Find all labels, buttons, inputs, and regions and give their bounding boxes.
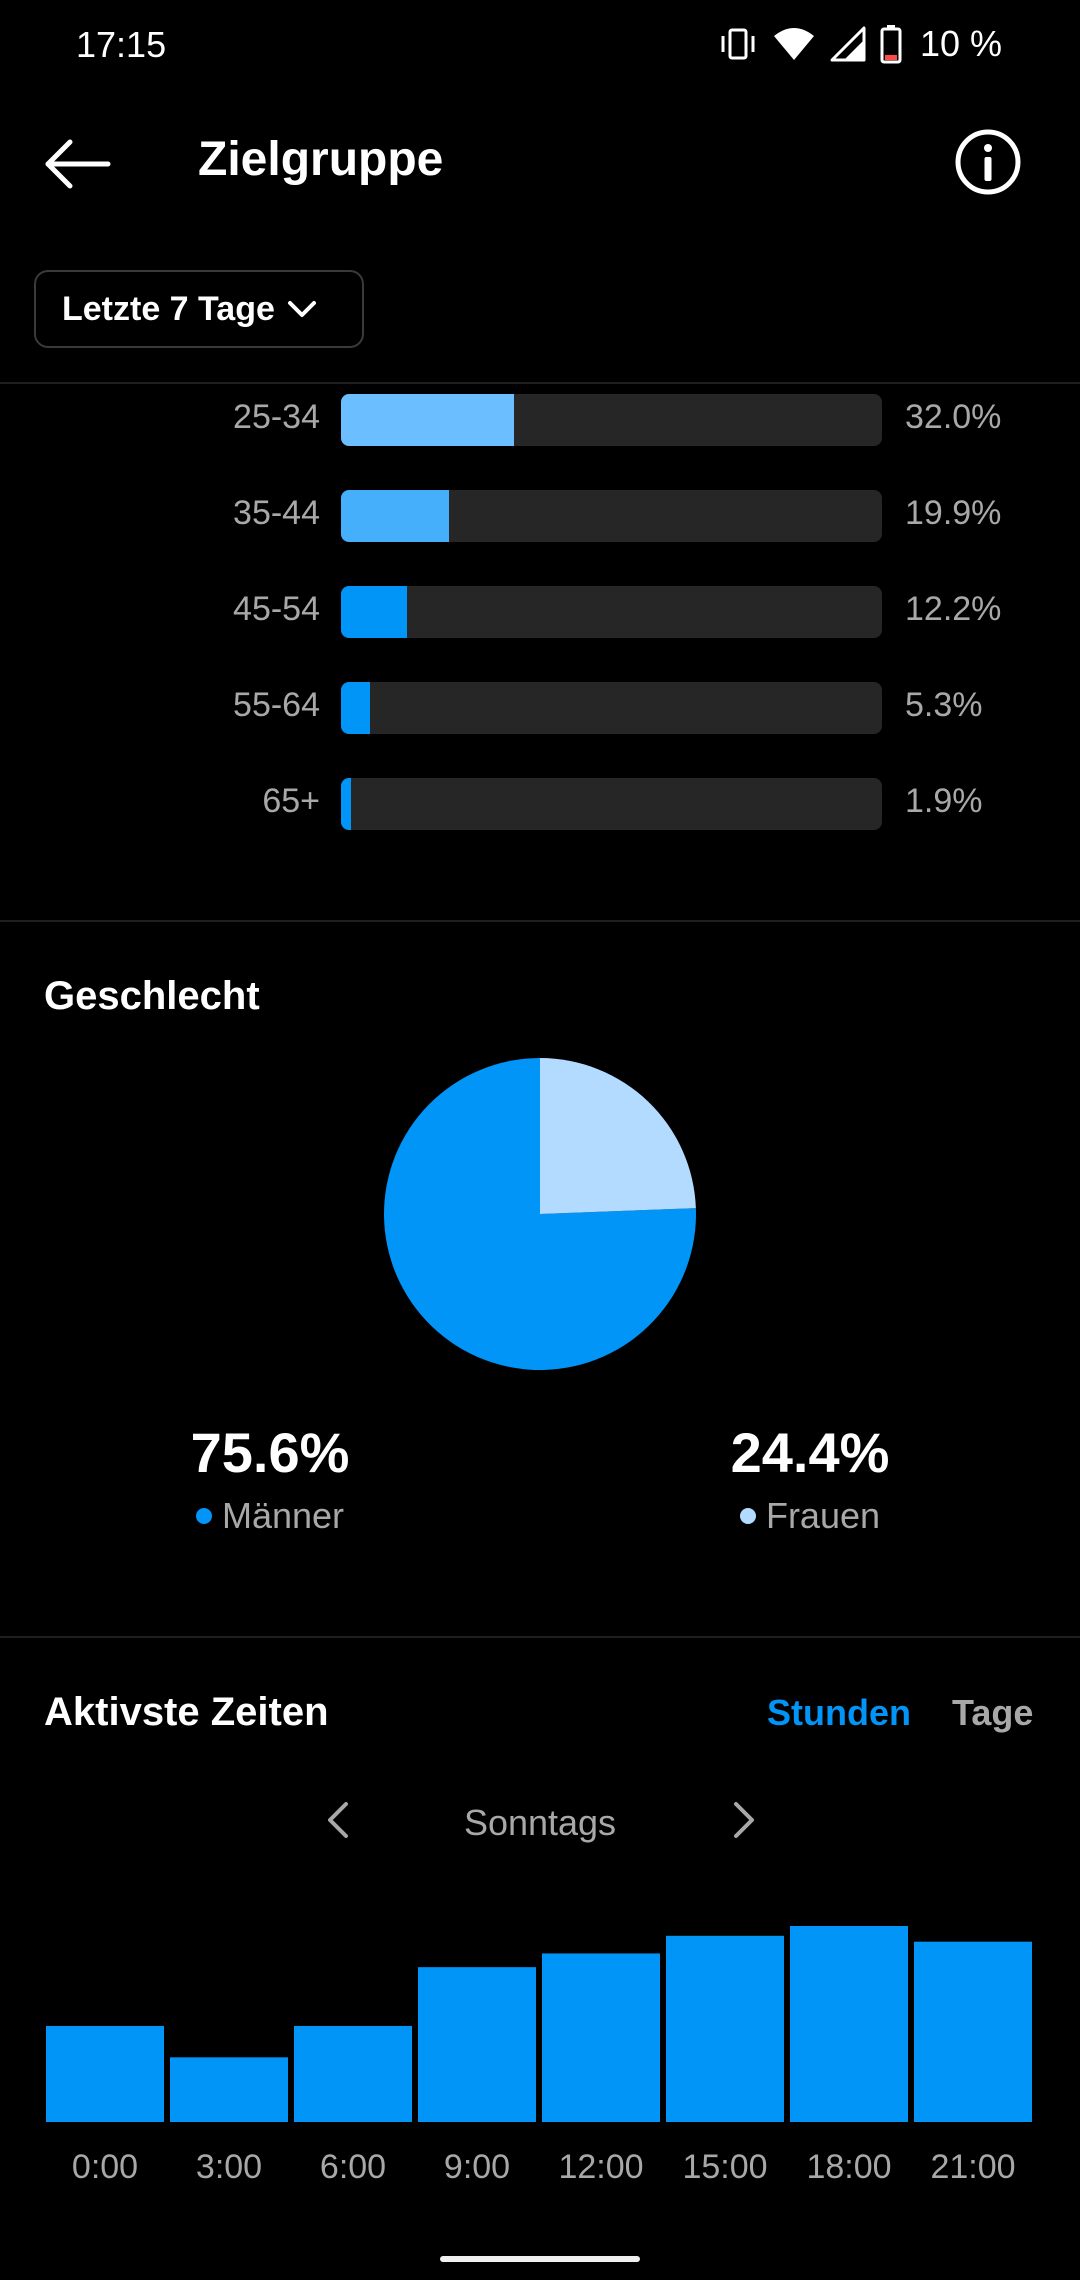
active-times-title: Aktivste Zeiten bbox=[44, 1690, 329, 1734]
hour-bar bbox=[294, 2025, 412, 2122]
hour-tick-label: 12:00 bbox=[558, 2148, 643, 2186]
age-bar-fill bbox=[341, 682, 370, 734]
date-range-dropdown[interactable]: Letzte 7 Tage bbox=[34, 270, 364, 348]
gender-section-title: Geschlecht bbox=[44, 974, 260, 1018]
age-bar-track bbox=[341, 586, 882, 638]
tab-days[interactable]: Tage bbox=[952, 1692, 1034, 1733]
pie-slice-women bbox=[540, 1058, 696, 1214]
chevron-down-icon bbox=[287, 301, 316, 317]
chevron-right-icon bbox=[734, 1802, 754, 1838]
age-percentage: 12.2% bbox=[905, 590, 1002, 628]
battery-icon bbox=[880, 25, 902, 64]
back-button[interactable] bbox=[38, 134, 118, 194]
active-hours-chart: 0:00 3:00 6:00 9:00 12:00 15:00 18:00 21:00 bbox=[0, 1900, 1080, 2200]
hour-tick-label: 21:00 bbox=[930, 2148, 1015, 2186]
divider bbox=[0, 382, 1080, 384]
hour-bar bbox=[666, 1935, 784, 2122]
age-row: 25-34 32.0% bbox=[0, 390, 1080, 446]
age-bar-fill bbox=[341, 586, 407, 638]
age-range-label: 45-54 bbox=[233, 590, 320, 628]
age-bar-track bbox=[341, 394, 882, 446]
app-header: Zielgruppe bbox=[0, 110, 1080, 210]
age-row: 35-44 19.9% bbox=[0, 486, 1080, 542]
men-label: Männer bbox=[221, 1495, 345, 1536]
day-label: Sonntags bbox=[463, 1802, 617, 1843]
tab-hours[interactable]: Stunden bbox=[767, 1692, 911, 1733]
next-day-button[interactable] bbox=[724, 1790, 764, 1850]
age-bar-fill bbox=[341, 778, 352, 830]
women-percentage: 24.4% bbox=[730, 1421, 890, 1484]
women-label-wrap: Frauen bbox=[739, 1495, 881, 1537]
age-range-label: 55-64 bbox=[233, 686, 320, 724]
gender-stat-women: 24.4% Frauen bbox=[660, 1420, 960, 1537]
age-range-label: 35-44 bbox=[233, 494, 320, 532]
status-bar: 17:15 10 % bbox=[0, 0, 1080, 90]
age-percentage: 19.9% bbox=[905, 494, 1002, 532]
hour-bar bbox=[790, 1926, 908, 2122]
hour-tick-label: 18:00 bbox=[806, 2148, 891, 2186]
vibrate-icon bbox=[721, 28, 755, 60]
page-title: Zielgruppe bbox=[198, 133, 444, 186]
hour-tick-label: 15:00 bbox=[682, 2148, 767, 2186]
chevron-left-icon bbox=[328, 1802, 348, 1838]
hour-tick-label: 0:00 bbox=[72, 2148, 138, 2186]
age-bar-fill bbox=[341, 394, 515, 446]
day-navigator: Sonntags bbox=[0, 1790, 1080, 1850]
age-bar-fill bbox=[341, 490, 449, 542]
age-range-label: 25-34 bbox=[233, 398, 320, 436]
gender-stat-men: 75.6% Männer bbox=[120, 1420, 420, 1537]
age-percentage: 5.3% bbox=[905, 686, 983, 724]
age-percentage: 32.0% bbox=[905, 398, 1002, 436]
hour-tick-label: 3:00 bbox=[196, 2148, 262, 2186]
signal-icon bbox=[830, 26, 866, 62]
age-percentage: 1.9% bbox=[905, 782, 983, 820]
hour-bar bbox=[542, 1953, 660, 2122]
status-icons: 10 % bbox=[718, 22, 1002, 66]
women-label: Frauen bbox=[765, 1495, 881, 1536]
hour-bar bbox=[418, 1967, 536, 2122]
hour-tick-label: 6:00 bbox=[320, 2148, 386, 2186]
wifi-icon bbox=[773, 28, 814, 60]
age-row: 45-54 12.2% bbox=[0, 582, 1080, 638]
hour-bar bbox=[914, 1941, 1032, 2122]
age-row: 55-64 5.3% bbox=[0, 678, 1080, 734]
divider bbox=[0, 1636, 1080, 1638]
women-legend-dot bbox=[739, 1508, 756, 1524]
hour-tick-label: 9:00 bbox=[444, 2148, 510, 2186]
date-range-label: Letzte 7 Tage bbox=[62, 289, 275, 328]
arrow-left-icon bbox=[45, 139, 111, 189]
status-time: 17:15 bbox=[76, 24, 167, 65]
men-percentage: 75.6% bbox=[190, 1421, 350, 1484]
age-row: 65+ 1.9% bbox=[0, 774, 1080, 830]
info-button[interactable] bbox=[952, 126, 1024, 198]
home-indicator[interactable] bbox=[440, 2256, 640, 2262]
age-bar-track bbox=[341, 778, 882, 830]
hour-bar bbox=[46, 2025, 164, 2122]
gender-pie-chart bbox=[382, 1056, 698, 1372]
age-range-label: 65+ bbox=[262, 782, 320, 820]
hour-bar bbox=[170, 2057, 288, 2122]
men-label-wrap: Männer bbox=[195, 1495, 345, 1537]
age-bar-track bbox=[341, 490, 882, 542]
battery-percent: 10 % bbox=[919, 23, 1002, 64]
age-bar-track bbox=[341, 682, 882, 734]
previous-day-button[interactable] bbox=[318, 1790, 358, 1850]
men-legend-dot bbox=[195, 1508, 212, 1524]
divider bbox=[0, 920, 1080, 922]
info-icon bbox=[955, 129, 1021, 195]
